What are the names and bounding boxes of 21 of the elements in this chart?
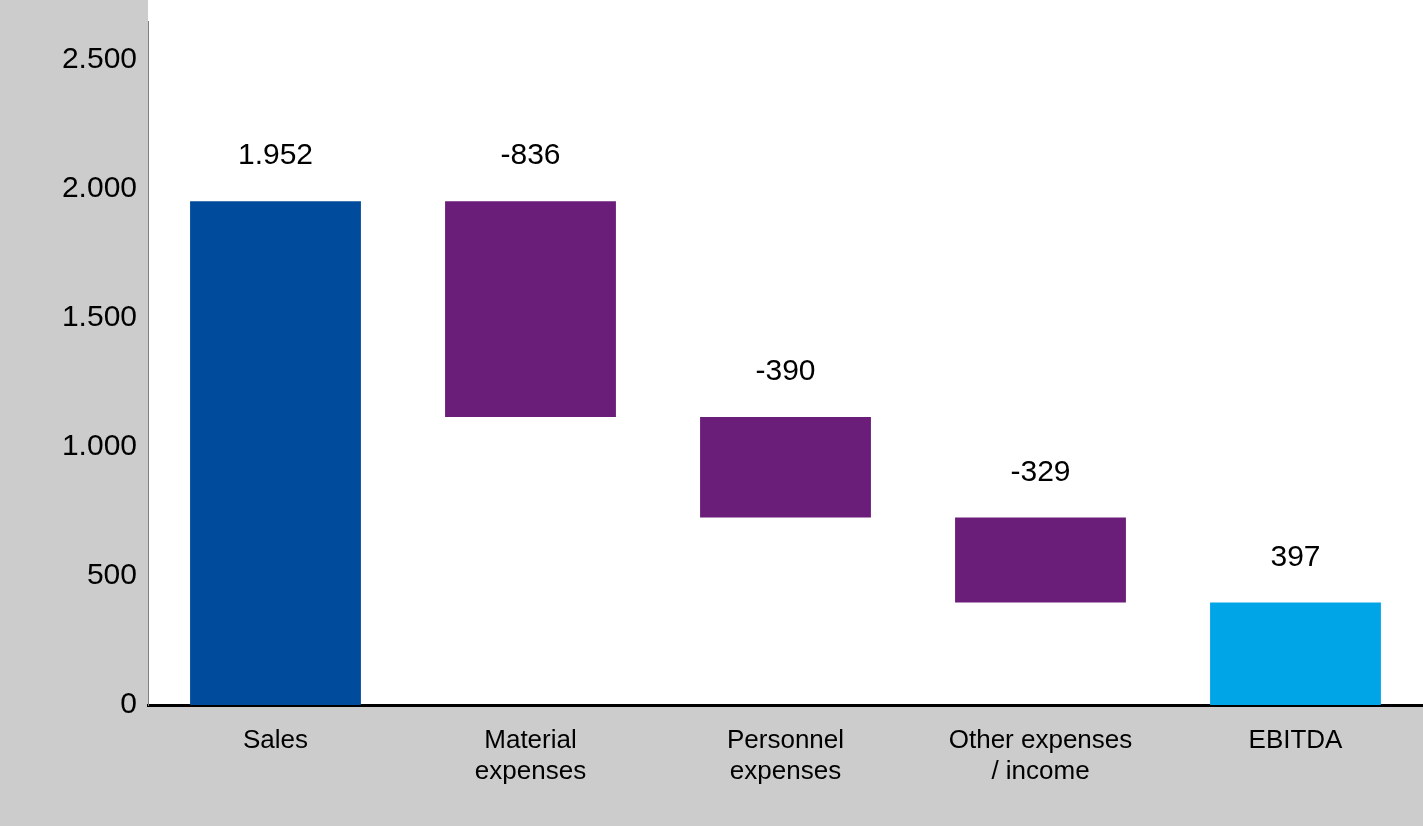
x-tick-label: Material expenses xyxy=(474,723,587,785)
x-tick-label: EBITDA xyxy=(1248,723,1344,754)
x-tick-label: Personnel expenses xyxy=(726,723,845,785)
bar xyxy=(700,416,871,518)
y-tick-label: 1.500 xyxy=(61,299,137,333)
y-tick-label: 1.000 xyxy=(61,428,137,462)
x-tick-label: Other expenses / income xyxy=(948,723,1133,785)
y-tick-label: 500 xyxy=(86,557,137,591)
data-label: 397 xyxy=(1270,538,1321,572)
y-tick-label: 2.500 xyxy=(61,40,137,74)
y-tick-label: 2.000 xyxy=(61,170,137,204)
bar xyxy=(1210,602,1381,705)
bar xyxy=(190,201,361,705)
data-label: -329 xyxy=(1010,453,1071,487)
x-tick-label: Sales xyxy=(242,723,309,754)
data-label: -836 xyxy=(500,137,561,171)
bar xyxy=(955,517,1126,603)
bar xyxy=(445,201,616,417)
y-tick-label: 0 xyxy=(120,686,137,720)
data-label: -390 xyxy=(755,353,816,387)
data-label: 1.952 xyxy=(237,137,314,171)
